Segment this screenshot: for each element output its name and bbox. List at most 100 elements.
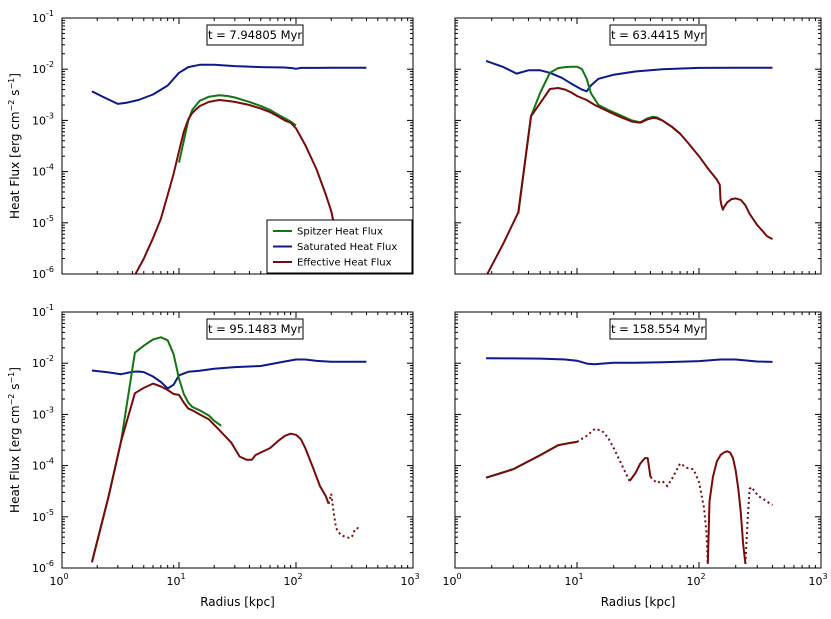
time-label: t = 7.94805 Myr: [208, 28, 302, 42]
x-tick-exp: 2: [700, 572, 705, 581]
time-label: t = 63.4415 Myr: [611, 28, 705, 42]
legend: Spitzer Heat Flux Saturated Heat Flux Effe…: [266, 219, 413, 274]
x-tick-exp: 2: [297, 572, 302, 581]
series-line-effective-dotted: [649, 462, 709, 564]
y-axis-label-exp: −1: [7, 78, 16, 90]
y-axis-label-end: ]: [8, 367, 22, 372]
y-tick-label: 10-1: [32, 303, 54, 319]
x-tick-exp: 3: [414, 572, 419, 581]
series-line-spitzer: [517, 65, 681, 214]
x-tick-exp: 1: [180, 572, 185, 581]
y-tick-exp: -3: [46, 405, 54, 414]
y-axis-label-end: ]: [8, 73, 22, 78]
y-tick-label: 10-2: [32, 354, 54, 370]
y-tick-base: 10: [32, 562, 46, 575]
axis-ticks: [454, 17, 822, 275]
legend-entry-effective: Effective Heat Flux: [297, 258, 392, 269]
y-tick-base: 10: [32, 460, 46, 473]
x-tick-exp: 1: [578, 572, 583, 581]
y-tick-base: 10: [32, 166, 46, 179]
y-tick-base: 10: [32, 217, 46, 230]
x-axis-label: Radius [kpc]: [601, 595, 676, 609]
series-line-spitzer: [178, 94, 297, 163]
plot-frame: [61, 17, 414, 275]
plot-frame: [454, 17, 822, 275]
plot-frame: [61, 311, 414, 569]
series-line-effective: [90, 382, 330, 563]
y-tick-exp: -4: [46, 457, 54, 466]
y-tick-label: 10-2: [32, 60, 54, 76]
x-tick-exp: 3: [822, 572, 827, 581]
y-axis-label-main: Heat Flux [erg cm: [8, 405, 22, 513]
x-tick-label: 100: [442, 572, 461, 588]
y-tick-exp: -6: [46, 265, 54, 274]
x-tick-base: 10: [564, 575, 578, 588]
x-tick-base: 10: [166, 575, 180, 588]
x-axis-label: Radius [kpc]: [200, 595, 275, 609]
y-tick-exp: -1: [46, 9, 54, 18]
x-tick-base: 10: [442, 575, 456, 588]
axis-ticks: [61, 17, 414, 275]
y-tick-base: 10: [32, 511, 46, 524]
y-tick-label: 10-4: [32, 163, 54, 179]
x-tick-base: 10: [49, 575, 63, 588]
y-tick-base: 10: [32, 63, 46, 76]
y-tick-label: 10-5: [32, 214, 54, 230]
series-line-effective: [628, 457, 652, 482]
y-tick-exp: -1: [46, 303, 54, 312]
series-line-saturated: [91, 358, 367, 390]
series-line-effective-dotted: [327, 493, 362, 539]
y-tick-base: 10: [32, 408, 46, 421]
x-tick-exp: 0: [63, 572, 68, 581]
y-tick-exp: -5: [46, 214, 54, 223]
x-tick-base: 10: [400, 575, 414, 588]
x-tick-label: 101: [166, 572, 185, 588]
series-group: [485, 59, 773, 274]
x-tick-exp: 0: [456, 572, 461, 581]
legend-entry-saturated: Saturated Heat Flux: [297, 242, 397, 253]
y-tick-base: 10: [32, 268, 46, 281]
time-label-box: [609, 318, 707, 340]
series-group: [485, 357, 774, 565]
x-tick-label: 102: [283, 572, 302, 588]
series-line-saturated: [485, 59, 773, 93]
series-line-effective-dotted: [576, 427, 631, 482]
y-tick-exp: -5: [46, 508, 54, 517]
y-axis-label-exp: −1: [7, 372, 16, 384]
y-tick-label: 10-1: [32, 9, 54, 25]
time-label: t = 158.554 Myr: [611, 322, 705, 336]
y-tick-exp: -6: [46, 559, 54, 568]
y-tick-exp: -4: [46, 163, 54, 172]
y-axis-label: Heat Flux [erg cm−2 s−1]: [7, 367, 22, 513]
series-line-saturated: [486, 357, 773, 366]
y-tick-base: 10: [32, 306, 46, 319]
x-tick-label: 102: [686, 572, 705, 588]
y-axis-label: Heat Flux [erg cm−2 s−1]: [7, 73, 22, 219]
y-tick-label: 10-5: [32, 508, 54, 524]
time-label: t = 95.1483 Myr: [208, 322, 302, 336]
axis-ticks: [454, 311, 822, 569]
y-tick-label: 10-3: [32, 111, 54, 127]
y-tick-label: 10-6: [32, 559, 54, 575]
time-label-box: [206, 318, 304, 340]
series-group: [91, 63, 367, 274]
series-line-effective: [486, 87, 773, 274]
x-tick-label: 100: [49, 572, 68, 588]
y-tick-exp: -3: [46, 111, 54, 120]
x-tick-label: 101: [564, 572, 583, 588]
time-label-box: [609, 24, 707, 46]
y-tick-exp: -2: [46, 354, 54, 363]
series-line-saturated: [91, 63, 367, 105]
y-tick-exp: -2: [46, 60, 54, 69]
x-tick-label: 103: [808, 572, 827, 588]
axis-ticks: [61, 311, 414, 569]
series-line-spitzer: [90, 336, 222, 563]
y-tick-base: 10: [32, 114, 46, 127]
y-axis-label-mid: s: [8, 384, 22, 394]
series-line-effective-dotted: [744, 485, 774, 564]
x-tick-base: 10: [686, 575, 700, 588]
y-tick-label: 10-4: [32, 457, 54, 473]
